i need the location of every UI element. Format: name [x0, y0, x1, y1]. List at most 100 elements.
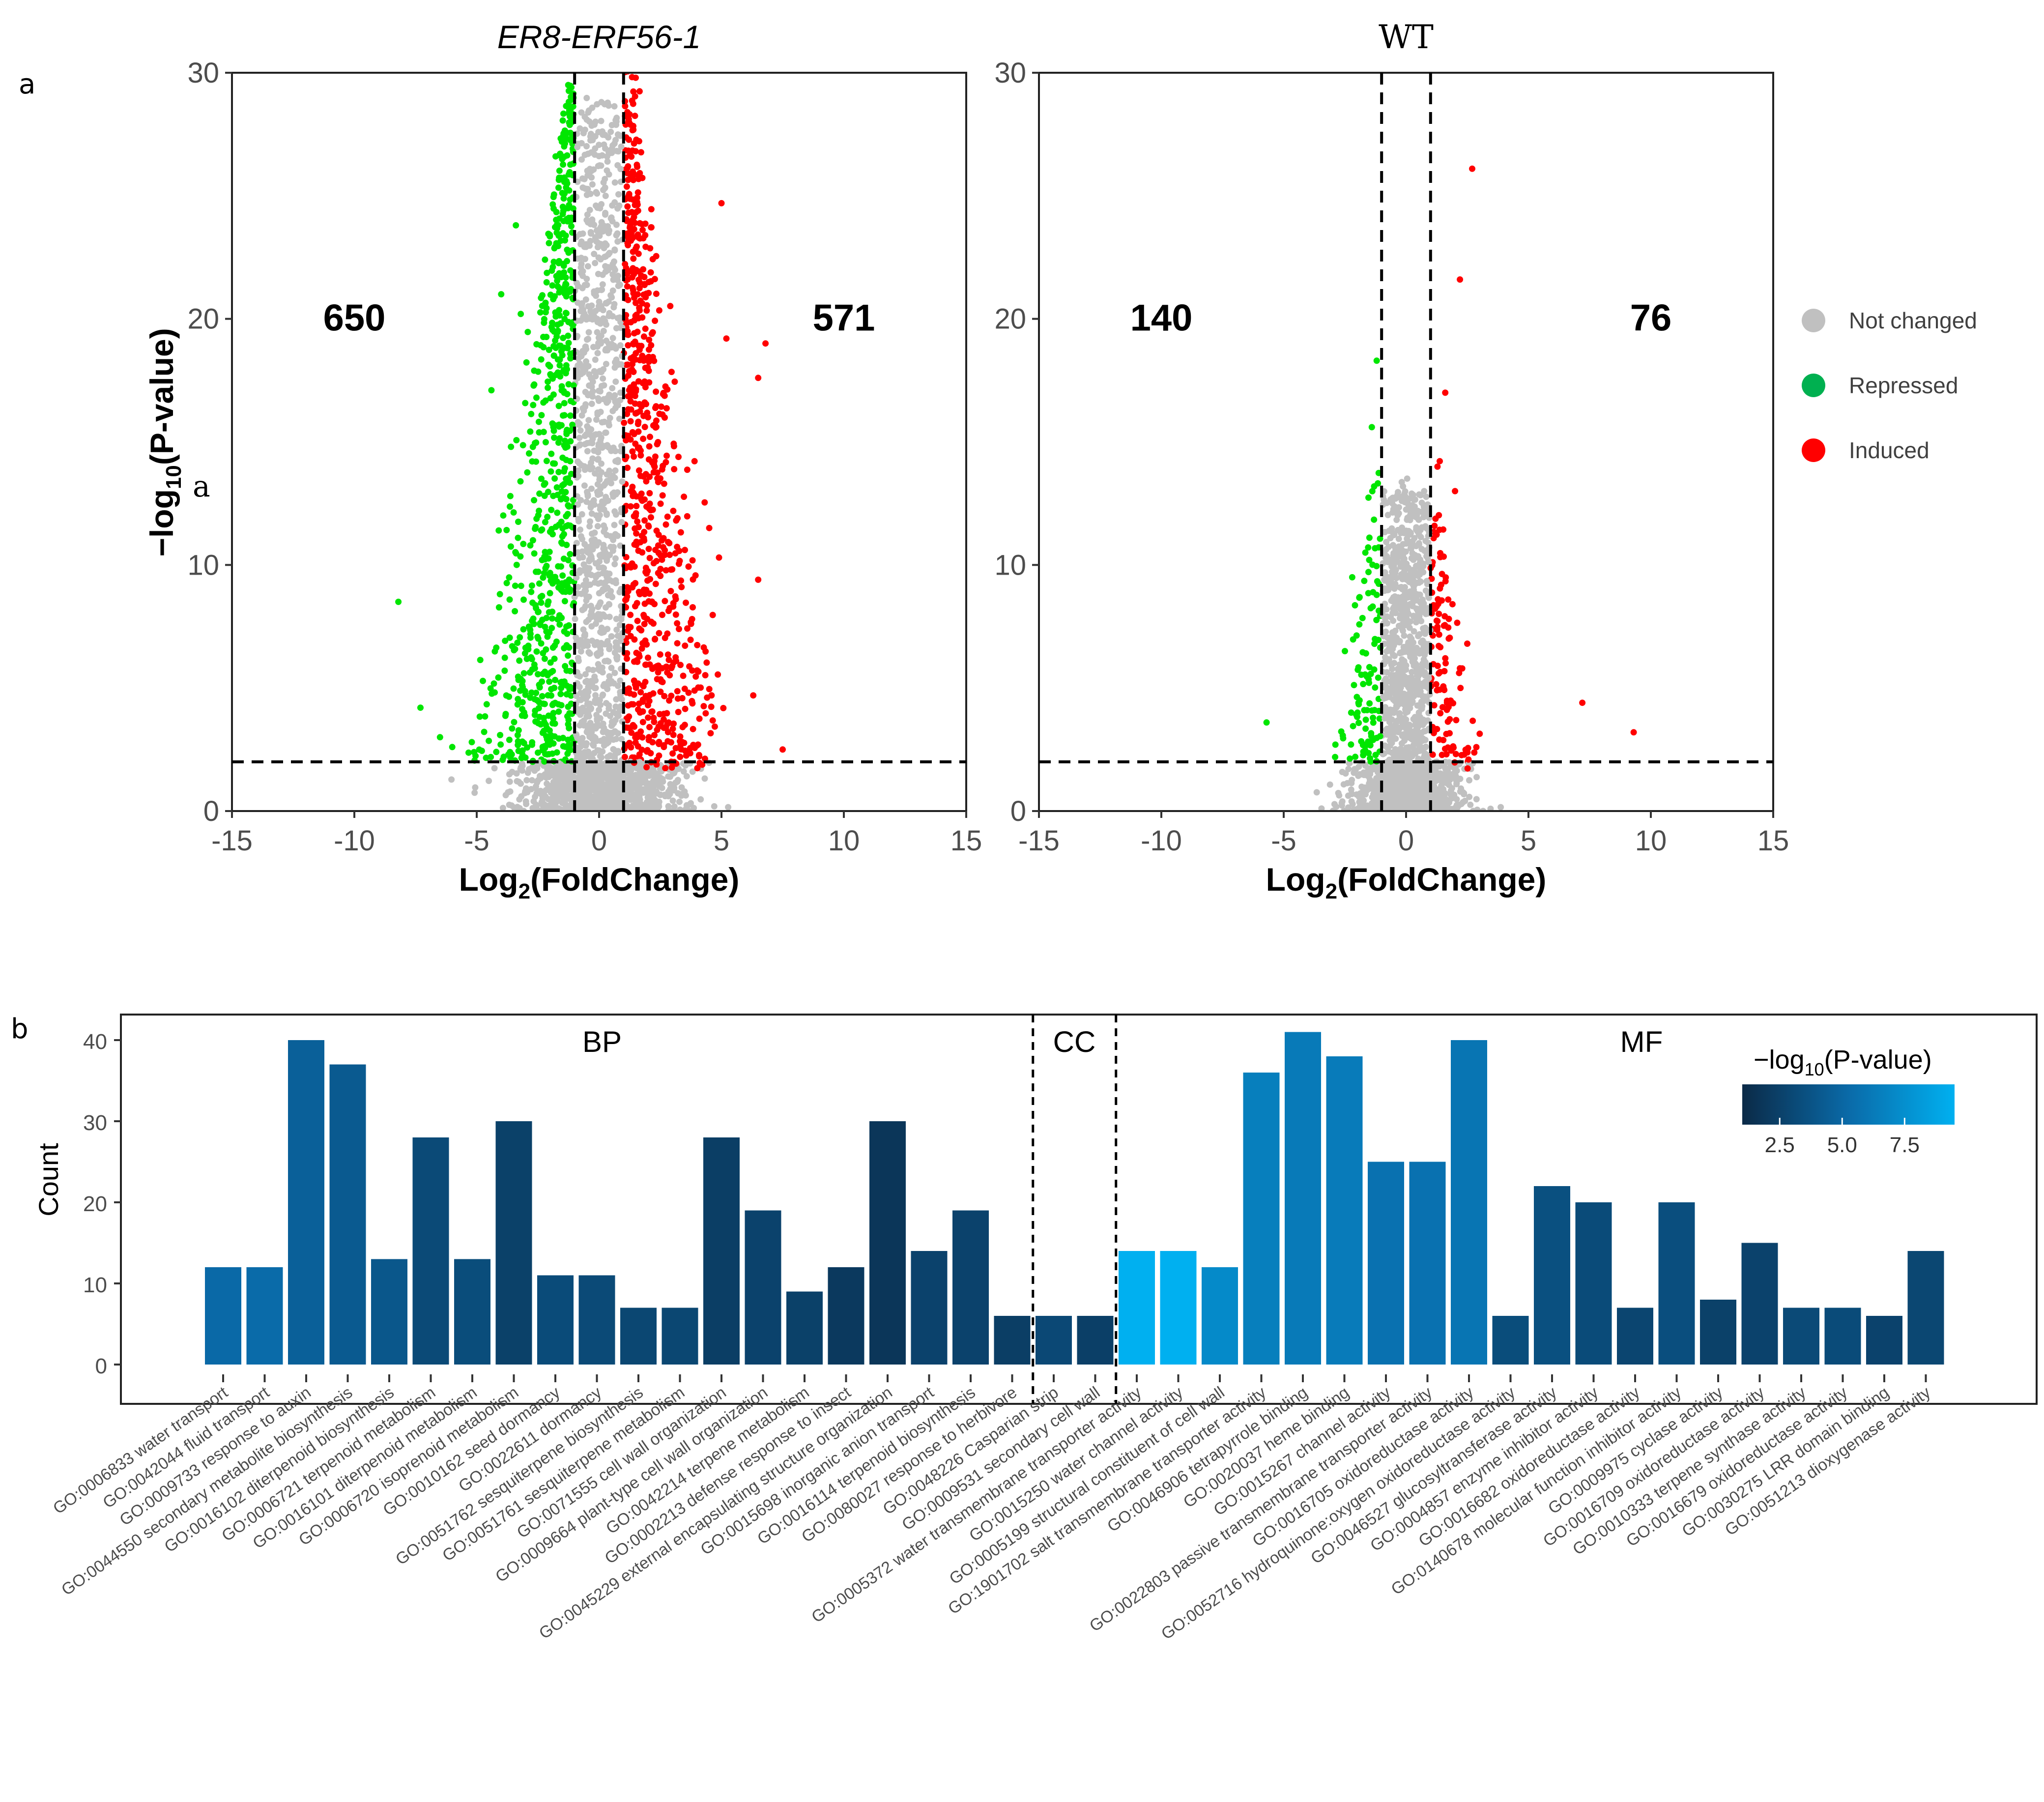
point-not-changed: [625, 783, 632, 790]
point-repressed: [545, 361, 552, 368]
point-repressed: [518, 675, 524, 682]
point-not-changed: [547, 771, 553, 778]
point-repressed: [1365, 569, 1372, 576]
point-repressed: [531, 497, 538, 504]
point-not-changed: [584, 642, 591, 649]
point-not-changed: [647, 795, 653, 802]
chart-title: ER8-ERF56-1: [497, 19, 701, 55]
point-induced: [657, 500, 664, 507]
point-induced: [643, 503, 650, 510]
point-repressed: [567, 412, 574, 419]
point-repressed: [545, 598, 552, 605]
point-not-changed: [1439, 802, 1445, 809]
point-induced: [1429, 751, 1436, 758]
point-induced: [638, 645, 645, 652]
point-not-changed: [582, 256, 588, 262]
point-not-changed: [613, 696, 620, 703]
point-repressed: [560, 195, 567, 202]
point-not-changed: [581, 482, 588, 489]
point-repressed: [465, 749, 472, 756]
point-induced: [1437, 550, 1443, 556]
point-repressed: [1352, 754, 1359, 760]
point-induced: [640, 611, 647, 618]
point-repressed: [1374, 578, 1381, 585]
point-repressed: [568, 692, 575, 699]
point-not-changed: [558, 775, 565, 782]
point-repressed: [568, 470, 575, 477]
point-repressed: [1354, 709, 1361, 716]
point-not-changed: [605, 148, 612, 155]
point-not-changed: [591, 368, 598, 375]
point-not-changed: [599, 271, 606, 278]
point-induced: [684, 513, 691, 520]
point-repressed: [544, 269, 550, 276]
point-induced: [689, 616, 695, 622]
point-induced: [627, 393, 633, 400]
point-induced: [673, 517, 680, 524]
point-induced: [635, 547, 642, 554]
point-induced: [1473, 744, 1480, 751]
point-induced: [642, 637, 649, 644]
point-induced: [672, 593, 679, 600]
point-not-changed: [1408, 674, 1415, 681]
point-not-changed: [591, 121, 598, 128]
point-repressed: [561, 190, 568, 197]
point-repressed: [565, 557, 572, 564]
point-induced: [702, 710, 709, 717]
point-induced: [631, 171, 637, 177]
point-induced: [645, 546, 652, 552]
point-repressed: [560, 367, 567, 374]
point-induced: [624, 283, 631, 290]
point-induced: [702, 672, 709, 679]
point-induced: [631, 636, 638, 643]
point-induced: [723, 335, 730, 342]
point-induced: [635, 588, 642, 595]
point-not-changed: [578, 462, 585, 469]
point-induced: [637, 452, 644, 459]
point-not-changed: [609, 218, 616, 225]
point-not-changed: [600, 375, 606, 382]
point-not-changed: [598, 639, 605, 646]
point-repressed: [535, 749, 541, 756]
point-not-changed: [584, 493, 591, 499]
point-not-changed: [593, 712, 600, 718]
point-induced: [623, 361, 630, 368]
point-not-changed: [603, 337, 610, 344]
point-repressed: [546, 678, 553, 685]
point-induced: [667, 303, 674, 310]
point-repressed: [563, 513, 570, 520]
point-induced: [636, 88, 643, 95]
point-not-changed: [579, 300, 585, 307]
point-not-changed: [534, 779, 541, 786]
point-repressed: [565, 652, 572, 659]
point-not-changed: [611, 179, 618, 186]
point-induced: [635, 467, 642, 474]
point-induced: [1430, 535, 1437, 542]
point-not-changed: [593, 189, 600, 196]
point-repressed: [1369, 603, 1376, 610]
point-not-changed: [577, 533, 584, 540]
x-axis-label-main: Log: [459, 861, 518, 898]
point-repressed: [552, 372, 559, 378]
point-repressed: [542, 439, 549, 446]
point-not-changed: [547, 789, 554, 796]
point-repressed: [559, 572, 566, 579]
point-not-changed: [626, 762, 633, 768]
point-not-changed: [617, 677, 624, 684]
point-induced: [645, 737, 652, 744]
point-induced: [657, 688, 664, 695]
point-repressed: [551, 328, 557, 335]
point-not-changed: [1446, 759, 1453, 766]
point-repressed: [483, 701, 490, 708]
panel-label-b: b: [11, 1013, 29, 1045]
point-not-changed: [1348, 790, 1355, 797]
point-repressed: [562, 310, 569, 317]
point-induced: [629, 74, 635, 81]
point-repressed: [567, 551, 574, 557]
point-induced: [628, 267, 635, 274]
point-not-changed: [606, 570, 613, 577]
point-repressed: [564, 130, 571, 136]
point-repressed: [1361, 578, 1368, 584]
point-repressed: [558, 274, 565, 281]
